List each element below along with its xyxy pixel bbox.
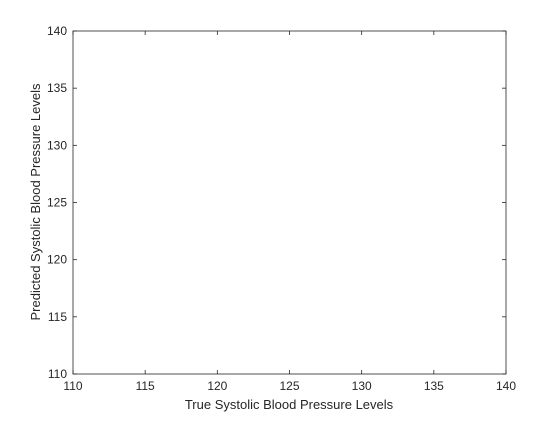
y-tick-label: 110 [48, 367, 67, 381]
x-tick-label: 140 [496, 379, 516, 393]
y-tick-label: 120 [47, 253, 67, 267]
x-tick-label: 135 [424, 379, 444, 393]
y-tick-label: 125 [47, 196, 67, 210]
x-tick-label: 125 [279, 379, 299, 393]
x-tick-label: 120 [207, 379, 227, 393]
x-tick-label: 130 [352, 379, 372, 393]
x-tick-label: 115 [136, 379, 155, 393]
axes-layer: 110 115 120 125 130 135 140 110 115 120 125 130 135 1… [47, 24, 516, 393]
plot-area-box [72, 30, 507, 375]
x-axis-label: True Systolic Blood Pressure Levels [185, 397, 394, 412]
y-tick-label: 135 [47, 81, 67, 95]
y-tick-label: 130 [47, 138, 67, 152]
y-tick-label: 140 [47, 24, 67, 38]
x-tick-label: 110 [63, 379, 82, 393]
y-tick-label: 115 [48, 310, 67, 324]
y-axis-label: Predicted Systolic Blood Pressure Levels [28, 83, 43, 321]
